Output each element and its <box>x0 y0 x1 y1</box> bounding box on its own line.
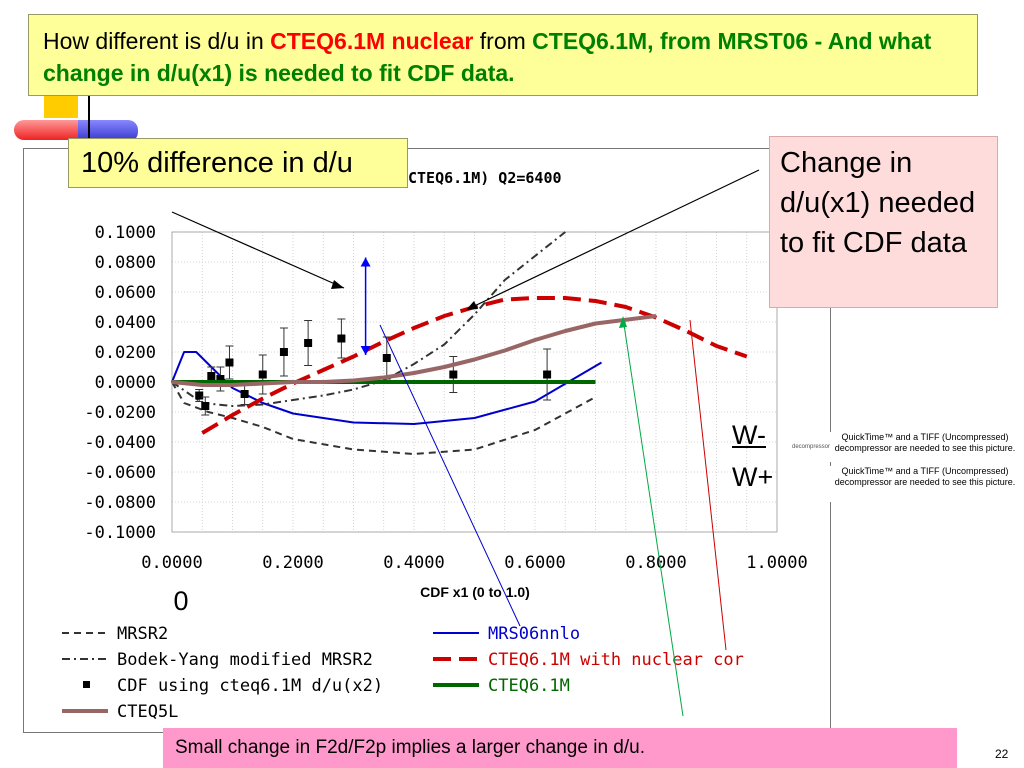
x-tick-label: 0.0000 <box>141 553 202 573</box>
x-tick-label: 0.2000 <box>262 553 323 573</box>
series-line-6 <box>171 314 657 387</box>
series-line-1 <box>171 351 603 425</box>
legend-swatch <box>83 681 90 688</box>
y-tick-label: -0.0200 <box>84 403 156 423</box>
y-tick-label: 0.0000 <box>95 373 156 393</box>
series-line-0 <box>171 381 596 455</box>
y-tick-label: -0.0600 <box>84 463 156 483</box>
slide-decoration-red-bar <box>14 120 78 140</box>
legend-label: CTEQ6.1M <box>488 676 570 696</box>
x-tick-label: 0.6000 <box>504 553 565 573</box>
data-point <box>382 354 391 362</box>
pointer-red <box>689 319 727 651</box>
data-point <box>337 334 346 343</box>
callout-left-pointer-head <box>331 280 344 289</box>
y-tick-label: 0.1000 <box>95 223 156 243</box>
quicktime-placeholder-1: QuickTime™ and a TIFF (Uncompressed) dec… <box>830 432 1020 462</box>
title-text-1: How different is d/u in <box>43 28 271 54</box>
x-tick-label: 1.0000 <box>746 553 807 573</box>
y-tick-label: -0.0800 <box>84 493 156 513</box>
x-tick-label: 0.4000 <box>383 553 444 573</box>
y-tick-label: 0.0200 <box>95 343 156 363</box>
quicktime-placeholder-2: QuickTime™ and a TIFF (Uncompressed) dec… <box>830 466 1020 502</box>
callout-right-pointer <box>465 169 760 311</box>
callout-du-difference: 10% difference in d/u <box>68 138 408 188</box>
legend-label: CTEQ5L <box>117 702 178 722</box>
legend-label: MRS06nnlo <box>488 624 580 644</box>
data-point <box>543 370 552 379</box>
chart-series <box>171 231 748 455</box>
data-point <box>201 402 210 410</box>
title-text-nuclear: CTEQ6.1M nuclear <box>270 28 474 54</box>
w-plus-label: W+ <box>732 462 774 492</box>
legend-label: Bodek-Yang modified MRSR2 <box>117 650 373 670</box>
data-point <box>449 370 458 379</box>
slide-title: How different is d/u in CTEQ6.1M nuclear… <box>28 14 978 96</box>
y-tick-label: 0.0400 <box>95 313 156 333</box>
data-point <box>258 370 267 379</box>
pointer-green <box>622 317 684 717</box>
arrow-head-down <box>360 346 371 355</box>
pointer-green-head <box>619 316 627 328</box>
chart-annotations <box>171 169 760 717</box>
title-text-from: from <box>473 28 533 54</box>
slide-decoration-blue-bar <box>76 120 138 142</box>
chart-legend: MRSR2 MRS06nnlo Bodek-Yang modified MRSR2 C… <box>62 624 744 722</box>
chart-title: CTEQ6.1M) Q2=6400 <box>408 169 562 187</box>
y-tick-label: -0.0400 <box>84 433 156 453</box>
chart-axes: CTEQ6.1M) Q2=6400 0.1000 0.0800 0.0600 0.040… <box>84 169 807 616</box>
extra-zero-label: 0 <box>173 586 188 616</box>
callout-change-needed: Change in d/u(x1) needed to fit CDF data <box>769 136 998 308</box>
pointer-blue <box>379 324 521 627</box>
y-tick-label: 0.0600 <box>95 283 156 303</box>
callout-left-pointer <box>171 211 345 289</box>
quicktime-small-text: decompressor <box>792 444 831 450</box>
chart-frame <box>23 148 831 733</box>
callout-right-pointer-head <box>466 301 478 310</box>
w-minus-label: W- <box>732 420 766 450</box>
x-tick-label: 0.8000 <box>625 553 686 573</box>
data-point <box>225 358 234 367</box>
legend-label: CDF using cteq6.1M d/u(x2) <box>117 676 383 696</box>
series-line-2 <box>171 231 566 407</box>
data-point <box>240 390 249 398</box>
bottom-note: Small change in F2d/F2p implies a larger… <box>163 728 957 768</box>
data-point <box>304 339 313 347</box>
y-tick-label: 0.0800 <box>95 253 156 273</box>
y-tick-label: -0.1000 <box>84 523 156 543</box>
arrow-head-up <box>360 257 371 267</box>
slide-decoration-vertical-line <box>88 96 90 146</box>
data-point <box>279 348 288 356</box>
page-number: 22 <box>995 747 1009 761</box>
legend-label: CTEQ6.1M with nuclear cor <box>488 650 744 670</box>
legend-label: MRSR2 <box>117 624 168 644</box>
data-point <box>216 375 225 383</box>
title-text-rest: CTEQ6.1M, from MRST06 - And what change … <box>43 28 932 86</box>
x-axis-label: CDF x1 (0 to 1.0) <box>420 584 530 600</box>
data-point <box>195 391 204 400</box>
data-point <box>207 372 216 380</box>
